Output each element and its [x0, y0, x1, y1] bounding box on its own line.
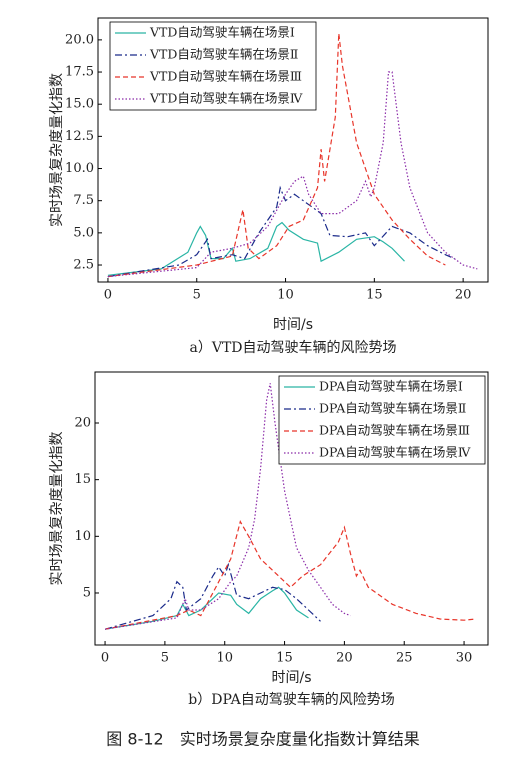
y-tick-label: 7.5 [73, 193, 94, 208]
x-tick-label: 10 [277, 288, 294, 303]
series-line [105, 383, 351, 630]
x-tick-label: 15 [366, 288, 383, 303]
series-line [104, 520, 477, 630]
legend-label: VTD自动驾驶车辆在场景Ⅲ [149, 69, 302, 84]
chart-caption: a）VTD自动驾驶车辆的风险势场 [189, 339, 396, 356]
x-tick-label: 0 [101, 651, 109, 666]
y-tick-label: 5.0 [73, 225, 94, 240]
x-tick-label: 20 [336, 651, 353, 666]
figure-caption: 图 8-12 实时场景复杂度量化指数计算结果 [106, 730, 419, 749]
x-tick-label: 25 [396, 651, 413, 666]
y-tick-label: 10 [74, 529, 91, 544]
legend-label: DPA自动驾驶车辆在场景Ⅲ [319, 423, 470, 438]
y-tick-label: 20.0 [65, 32, 94, 47]
x-tick-label: 5 [161, 651, 169, 666]
x-tick-label: 5 [193, 288, 201, 303]
plot [107, 33, 478, 278]
y-tick-label: 5 [83, 585, 91, 600]
legend-label: VTD自动驾驶车辆在场景Ⅳ [149, 91, 303, 106]
y-axis-label: 实时场景复杂度量化指数 [48, 73, 65, 227]
legend-label: VTD自动驾驶车辆在场景Ⅱ [149, 47, 298, 62]
plot-frame [97, 17, 489, 283]
x-tick-label: 15 [276, 651, 293, 666]
series-line [107, 33, 446, 278]
legend-label: DPA自动驾驶车辆在场景Ⅰ [319, 379, 463, 394]
x-tick-label: 0 [104, 288, 112, 303]
x-tick-label: 30 [456, 651, 473, 666]
x-tick-label: 10 [216, 651, 233, 666]
legend-box [109, 21, 317, 111]
series-line [107, 185, 455, 278]
series-line [105, 586, 309, 630]
plot-frame [94, 371, 489, 646]
y-tick-label: 20 [74, 415, 91, 430]
plot [104, 383, 477, 630]
y-tick-label: 2.5 [73, 258, 94, 273]
legend-label: VTD自动驾驶车辆在场景Ⅰ [149, 25, 295, 40]
x-axis-label: 时间/s [273, 317, 313, 333]
y-tick-label: 10.0 [65, 161, 94, 176]
chart-caption: b）DPA自动驾驶车辆的风险势场 [188, 691, 394, 708]
series-line [107, 221, 405, 276]
series-line [107, 71, 478, 278]
series-line [104, 562, 321, 630]
legend-box [278, 375, 486, 465]
x-axis-label: 时间/s [271, 670, 311, 686]
x-tick-label: 20 [455, 288, 472, 303]
y-tick-label: 12.5 [65, 129, 94, 144]
y-axis-label: 实时场景复杂度量化指数 [48, 432, 65, 586]
legend-label: DPA自动驾驶车辆在场景Ⅳ [319, 445, 471, 460]
y-tick-label: 17.5 [65, 65, 94, 80]
y-tick-label: 15 [74, 472, 91, 487]
y-tick-label: 15.0 [65, 97, 94, 112]
legend-label: DPA自动驾驶车辆在场景Ⅱ [319, 401, 466, 416]
